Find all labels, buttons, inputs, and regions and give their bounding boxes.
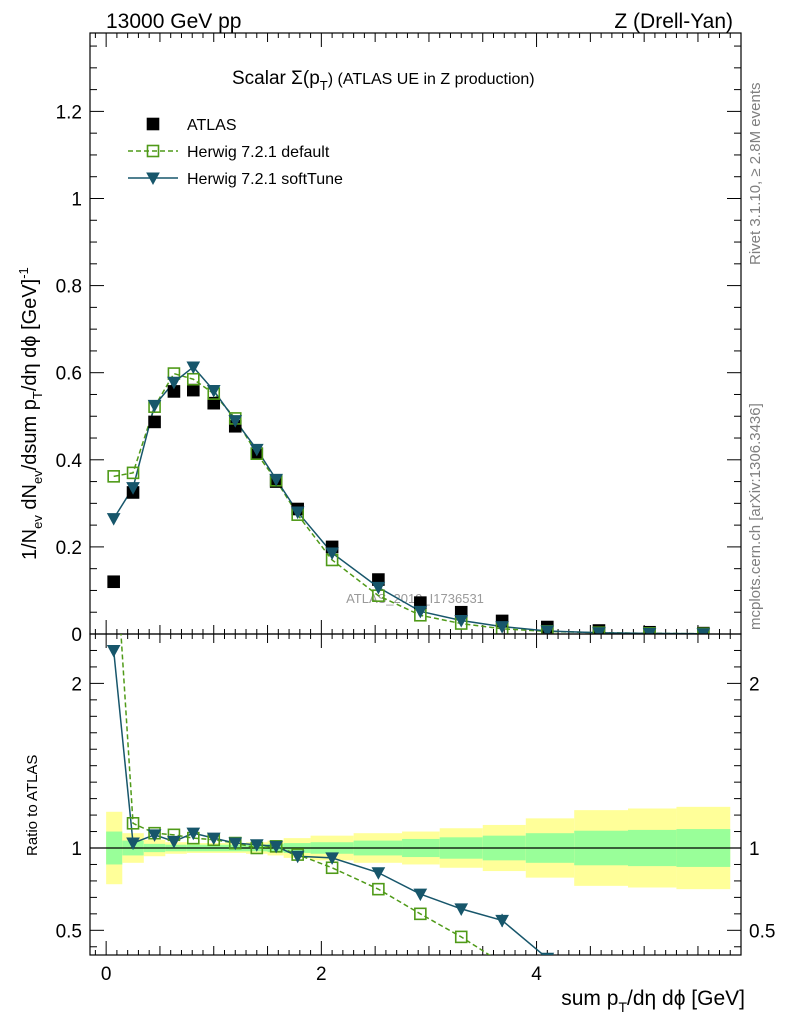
herwig-softtune-point xyxy=(290,506,305,520)
ratio-series xyxy=(106,634,605,986)
ratio-point-herwig-softtune xyxy=(325,852,339,865)
legend-label: Herwig 7.2.1 softTune xyxy=(187,171,343,188)
legend-marker-herwig-default xyxy=(146,144,160,158)
ratio-point-herwig-softtune xyxy=(290,850,305,864)
atlas-data-point xyxy=(207,396,221,410)
y-tick-label: 0.8 xyxy=(56,277,82,298)
ratio-point-herwig-default xyxy=(414,907,427,921)
ratio-point-herwig-softtune xyxy=(186,827,201,841)
ratio-point-herwig-softtune xyxy=(540,952,555,955)
herwig-softtune-point xyxy=(126,482,140,495)
y-tick-label: 0.4 xyxy=(56,451,83,472)
main-series xyxy=(106,361,711,634)
ratio-point-herwig-softtune xyxy=(495,914,509,928)
header-right: Z (Drell-Yan) xyxy=(614,10,733,33)
ratio-point-herwig-softtune xyxy=(126,837,140,851)
atlas-data-point xyxy=(107,575,120,589)
ratio-y-tick-label: 0.5 xyxy=(56,921,82,942)
legend-marker-atlas xyxy=(146,117,160,131)
herwig-softtune-point xyxy=(454,614,469,628)
ratio-point-herwig-softtune xyxy=(454,903,469,916)
chart-title: Scalar Σ(pT) (ATLAS UE in Z production) xyxy=(232,68,535,93)
ratio-point-herwig-softtune xyxy=(228,837,243,851)
x-tick-label: 0 xyxy=(101,964,112,985)
ratio-point-herwig-default xyxy=(497,958,508,969)
header-left: 13000 GeV pp xyxy=(106,10,241,33)
ratio-point-herwig-default xyxy=(542,974,553,985)
herwig-softtune-point xyxy=(696,628,711,634)
herwig-softtune-point xyxy=(269,473,283,487)
y-tick-label: 1.2 xyxy=(56,102,82,123)
ratio-point-herwig-softtune xyxy=(249,839,264,852)
ratio-point-herwig-default xyxy=(372,882,385,896)
y-tick-label: 0 xyxy=(71,625,82,646)
herwig-default-point xyxy=(643,627,656,634)
legend-label: ATLAS xyxy=(187,117,237,134)
ratio-y-tick-label-right: 1 xyxy=(749,839,760,860)
ratio-y-axis-label: Ratio to ATLAS xyxy=(24,755,41,856)
ratio-point-herwig-softtune xyxy=(106,644,121,658)
ratio-point-herwig-default xyxy=(126,817,140,830)
herwig-softtune-point xyxy=(167,376,181,390)
herwig-softtune-point xyxy=(186,361,201,375)
legend-label: Herwig 7.2.1 default xyxy=(187,144,330,161)
herwig-softtune-point xyxy=(249,443,264,457)
y-tick-label: 0.6 xyxy=(56,364,82,385)
rivet-label: Rivet 3.1.10, ≥ 2.8M events xyxy=(747,83,764,266)
ratio-point-herwig-softtune xyxy=(206,832,221,846)
ratio-point-herwig-softtune xyxy=(147,829,162,842)
y-tick-label: 0.2 xyxy=(56,538,82,559)
ratio-point-herwig-softtune xyxy=(413,888,428,902)
ratio-y-tick-label-right: 2 xyxy=(749,674,760,695)
atlas-data-point xyxy=(186,383,200,397)
herwig-softtune-point xyxy=(106,513,121,526)
herwig-default-point xyxy=(107,470,120,483)
herwig-softtune-point xyxy=(325,547,339,561)
herwig-softtune-point xyxy=(206,385,221,398)
atlas-data-point xyxy=(148,415,161,429)
y-axis-label: 1/Nev dNev/dsum pT/dη dϕ [GeV]-1 xyxy=(16,267,45,560)
herwig-softtune-point xyxy=(592,627,606,634)
herwig-softtune-point xyxy=(228,415,243,428)
ratio-point-herwig-softtune xyxy=(593,975,605,986)
ratio-y-tick-label-right: 0.5 xyxy=(749,921,775,942)
herwig-softtune-point xyxy=(413,605,428,619)
herwig-softtune-point xyxy=(147,399,162,413)
ratio-frame xyxy=(89,633,742,956)
herwig-softtune-point xyxy=(540,625,555,634)
ratio-point-herwig-default xyxy=(454,930,468,944)
x-axis-label: sum pT/dη dϕ [GeV] xyxy=(561,987,745,1015)
x-tick-label: 2 xyxy=(316,964,327,985)
ratio-y-tick-label: 1 xyxy=(71,839,82,860)
ratio-point-herwig-softtune xyxy=(371,867,386,880)
ratio-y-tick-label: 2 xyxy=(71,674,82,695)
y-tick-label: 1 xyxy=(71,189,82,210)
herwig-softtune-point xyxy=(495,621,509,634)
herwig-default-point xyxy=(126,466,140,480)
herwig-softtune-point xyxy=(371,581,386,595)
ratio-point-herwig-softtune xyxy=(269,840,283,854)
ratio-point-herwig-softtune xyxy=(167,835,181,849)
legend-marker-herwig-softtune xyxy=(146,172,160,186)
mcplots-label: mcplots.cern.ch [arXiv:1306.3436] xyxy=(747,403,764,630)
x-tick-label: 4 xyxy=(531,964,542,985)
